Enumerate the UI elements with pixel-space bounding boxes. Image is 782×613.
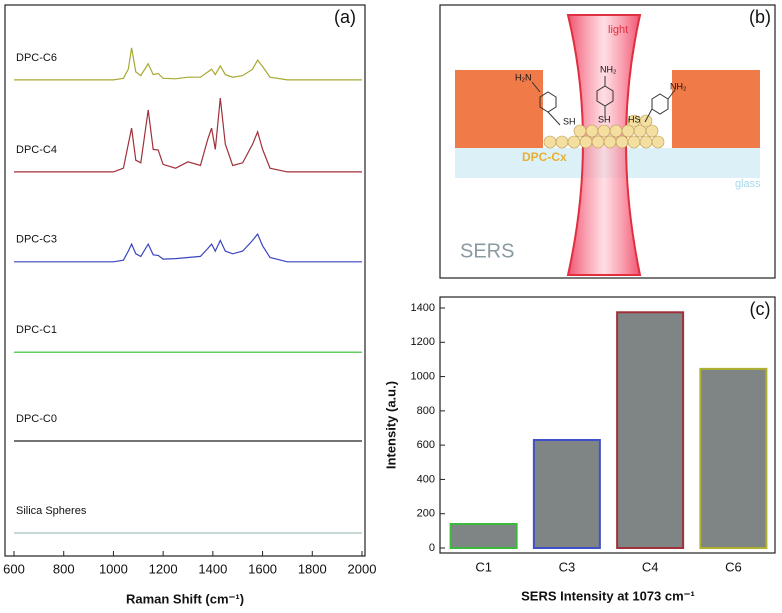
y-tick-label: 400: [417, 473, 435, 485]
x-tick-label: 1800: [298, 561, 327, 576]
laser-beam: [566, 14, 642, 276]
y-axis-title: Intensity (a.u.): [383, 381, 398, 469]
x-tick-label: 2000: [348, 561, 377, 576]
x-tick-label: C3: [559, 559, 576, 574]
y-tick-label: 1400: [411, 302, 435, 314]
particles-label: DPC-Cx: [522, 150, 567, 164]
panel-a-frame: [4, 4, 366, 557]
x-tick-label: 1000: [99, 561, 128, 576]
panel-label: (a): [334, 7, 356, 27]
bar: [616, 311, 685, 549]
x-tick-label: C4: [642, 559, 659, 574]
series-label: DPC-C1: [16, 324, 57, 336]
y-tick-label: 0: [429, 542, 435, 554]
y-tick-label: 600: [417, 439, 435, 451]
x-tick-label: C6: [725, 559, 742, 574]
y-tick-label: 800: [417, 405, 435, 417]
group-label: NH₂: [670, 81, 687, 91]
x-tick-label: 800: [53, 561, 75, 576]
spectrum-line: [14, 47, 362, 81]
group-label: H₂N: [515, 72, 532, 82]
panel-frame: [439, 296, 776, 554]
glass-label: glass: [735, 178, 761, 190]
group-label: NH₂: [600, 64, 617, 74]
light-label: light: [608, 24, 628, 36]
metal-right: [672, 70, 760, 148]
x-tick-label: C1: [475, 559, 492, 574]
panel-label: (c): [750, 299, 771, 319]
bar: [449, 523, 518, 549]
bar: [532, 439, 601, 549]
x-tick-label: 600: [3, 561, 25, 576]
metal-left: [455, 70, 543, 148]
series-label: DPC-C4: [16, 144, 57, 156]
spectrum-line: [14, 98, 362, 173]
sers-label: SERS: [460, 240, 514, 262]
series-label: DPC-C6: [16, 52, 57, 64]
spectrum-line: [14, 232, 362, 263]
y-tick-label: 200: [417, 508, 435, 520]
bar: [699, 367, 768, 549]
x-axis-title: SERS Intensity at 1073 cm⁻¹: [521, 588, 695, 603]
thiol-label: SH: [563, 116, 576, 126]
series-label: DPC-C0: [16, 413, 57, 425]
x-tick-label: 1600: [248, 561, 277, 576]
y-tick-label: 1200: [411, 336, 435, 348]
thiol-label: HS: [628, 114, 641, 124]
panel-label: (b): [749, 7, 771, 27]
x-axis-title: Raman Shift (cm⁻¹): [126, 591, 244, 606]
molecules: [531, 76, 676, 126]
thiol-label: SH: [598, 114, 611, 124]
y-tick-label: 1000: [411, 370, 435, 382]
series-label: DPC-C3: [16, 234, 57, 246]
x-tick-label: 1400: [198, 561, 227, 576]
series-label: Silica Spheres: [16, 505, 87, 517]
x-tick-label: 1200: [149, 561, 178, 576]
